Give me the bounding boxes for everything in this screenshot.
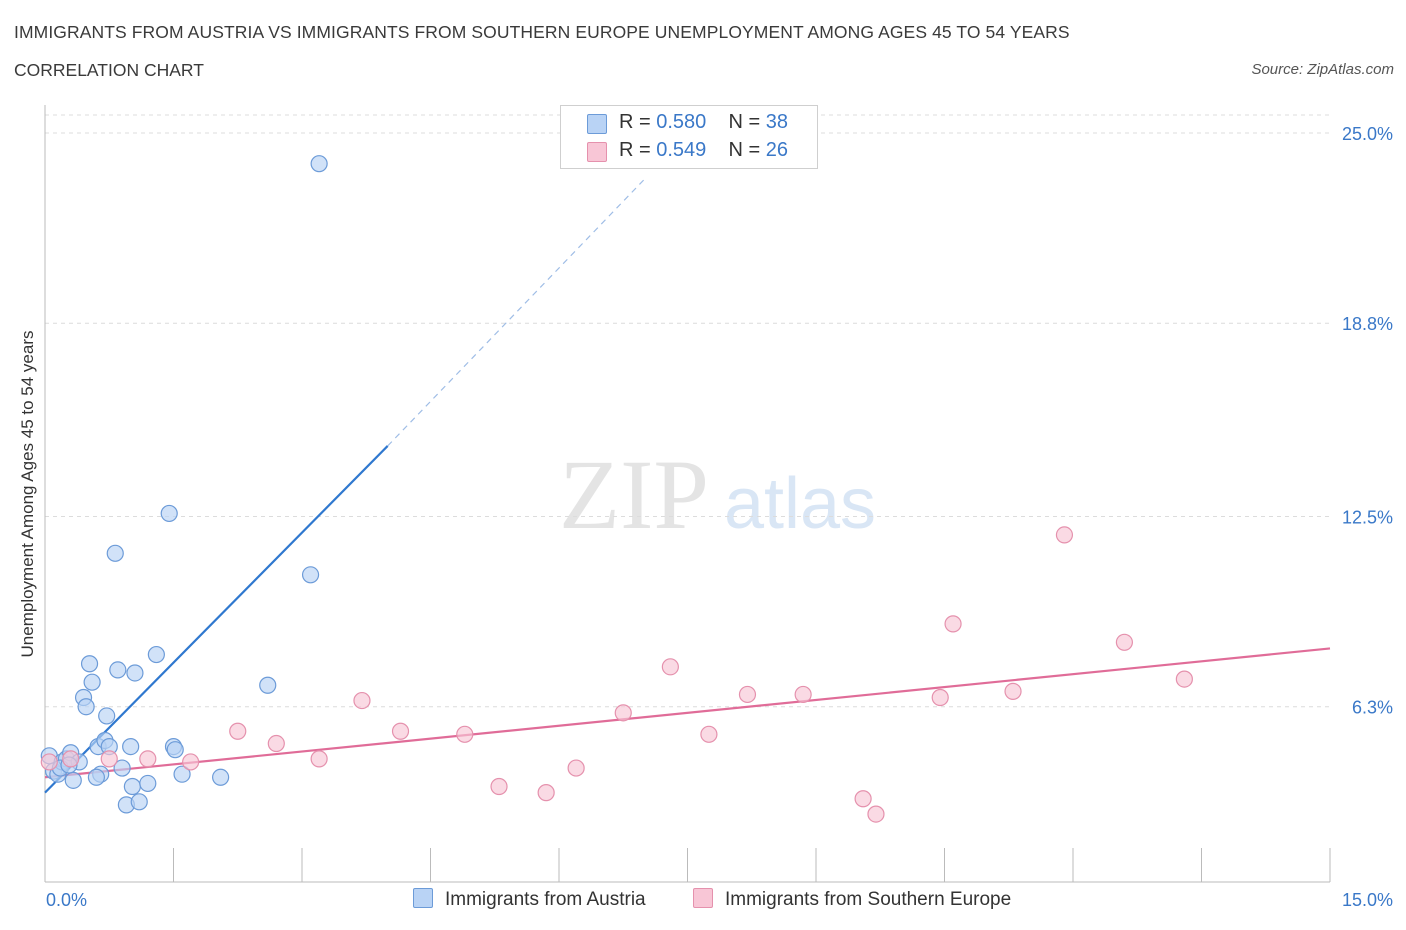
source-credit: Source: ZipAtlas.com xyxy=(1251,61,1394,78)
austria-point-10 xyxy=(80,655,99,673)
austria-point-11 xyxy=(83,673,101,691)
austria-point-26 xyxy=(147,645,165,664)
austria-point-33 xyxy=(301,566,320,584)
y-tick-label-3: 25.0% xyxy=(1342,124,1393,144)
austria-trend-line xyxy=(44,178,646,794)
austria-swatch xyxy=(587,114,607,134)
austria-point-19 xyxy=(113,759,131,777)
legend-austria-text: R = 0.580 N = 38 xyxy=(619,111,788,134)
austria-point-22 xyxy=(123,777,141,796)
y-tick-labels: 6.3% 12.5% 18.8% 25.0% xyxy=(1342,124,1393,718)
southern-point-17 xyxy=(738,685,757,704)
austria-point-6 xyxy=(64,771,82,789)
southern-point-2 xyxy=(100,750,118,768)
southern-point-14 xyxy=(614,704,632,722)
austria-n-value: 38 xyxy=(765,111,789,133)
legend-southern-text: R = 0.549 N = 26 xyxy=(619,139,788,162)
austria-point-9 xyxy=(77,698,95,716)
watermark: ZIP atlas xyxy=(559,439,876,550)
southern-point-6 xyxy=(267,734,285,753)
chart-title: IMMIGRANTS FROM AUSTRIA VS IMMIGRANTS FR… xyxy=(14,22,1070,42)
y-tick-label-2: 18.8% xyxy=(1342,314,1393,334)
southern-point-25 xyxy=(1115,633,1134,651)
austria-n-label: N = xyxy=(728,111,761,133)
x-tick-label-min: 0.0% xyxy=(46,890,88,910)
bottom-legend-austria: Immigrants from Austria xyxy=(413,888,646,911)
bottom-austria-label: Immigrants from Austria xyxy=(445,889,646,910)
austria-point-15 xyxy=(98,707,116,725)
southern-point-4 xyxy=(182,753,200,771)
austria-point-32 xyxy=(259,676,277,694)
southern-point-18 xyxy=(794,685,812,704)
southern-point-12 xyxy=(537,784,555,802)
southern-point-23 xyxy=(1004,682,1022,700)
austria-point-17 xyxy=(106,544,124,562)
southern-point-22 xyxy=(944,615,962,633)
southern-point-9 xyxy=(391,722,410,740)
southern-swatch xyxy=(587,142,607,162)
southern-point-8 xyxy=(353,691,371,710)
southern-point-16 xyxy=(700,725,718,743)
southern-point-5 xyxy=(229,722,247,740)
southern-r-label: R = xyxy=(619,139,651,161)
southern-point-7 xyxy=(310,750,328,768)
southern-r-value: 0.549 xyxy=(656,139,707,161)
y-tick-label-1: 12.5% xyxy=(1342,508,1393,528)
southern-point-13 xyxy=(567,759,585,777)
austria-r-value: 0.580 xyxy=(656,111,707,133)
austria-point-23 xyxy=(126,664,144,682)
southern-point-26 xyxy=(1175,670,1193,688)
x-tick-label-max: 15.0% xyxy=(1341,890,1393,910)
southern-point-11 xyxy=(490,777,508,796)
bottom-southern-label: Immigrants from Southern Europe xyxy=(725,889,1012,910)
austria-point-24 xyxy=(130,793,148,811)
austria-point-30 xyxy=(173,765,191,783)
southern-point-19 xyxy=(854,790,872,808)
southern-point-24 xyxy=(1055,526,1074,544)
austria-points xyxy=(40,155,328,814)
southern-point-1 xyxy=(62,750,80,768)
austria-point-18 xyxy=(109,661,127,679)
correlation-legend: R = 0.580 N = 38 R = 0.549 N = 26 xyxy=(560,105,818,169)
southern-n-label: N = xyxy=(728,139,761,161)
austria-trend-dashed xyxy=(387,178,646,447)
y-tick-label-0: 6.3% xyxy=(1352,698,1393,718)
watermark-zip: ZIP xyxy=(559,439,709,550)
austria-point-34 xyxy=(310,155,328,173)
austria-point-21 xyxy=(122,737,140,756)
chart-subtitle: CORRELATION CHART xyxy=(14,60,204,80)
southern-points xyxy=(40,526,1193,823)
southern-point-10 xyxy=(456,725,474,743)
austria-point-25 xyxy=(139,774,157,793)
grid xyxy=(45,114,1330,708)
bottom-legend-southern: Immigrants from Southern Europe xyxy=(693,888,1011,911)
southern-point-21 xyxy=(931,688,949,707)
bottom-austria-swatch xyxy=(413,888,433,908)
austria-point-29 xyxy=(166,741,184,759)
austria-point-37 xyxy=(87,768,106,786)
watermark-atlas: atlas xyxy=(724,464,876,544)
southern-point-0 xyxy=(40,753,58,771)
austria-r-label: R = xyxy=(619,111,651,133)
southern-trend-solid xyxy=(44,647,1331,779)
southern-n-value: 26 xyxy=(765,139,789,161)
austria-point-31 xyxy=(212,768,230,786)
southern-trend-line xyxy=(44,647,1331,779)
austria-point-27 xyxy=(160,504,178,523)
southern-point-3 xyxy=(139,750,157,768)
southern-point-20 xyxy=(867,805,885,823)
southern-point-15 xyxy=(661,658,679,676)
bottom-southern-swatch xyxy=(693,888,713,908)
